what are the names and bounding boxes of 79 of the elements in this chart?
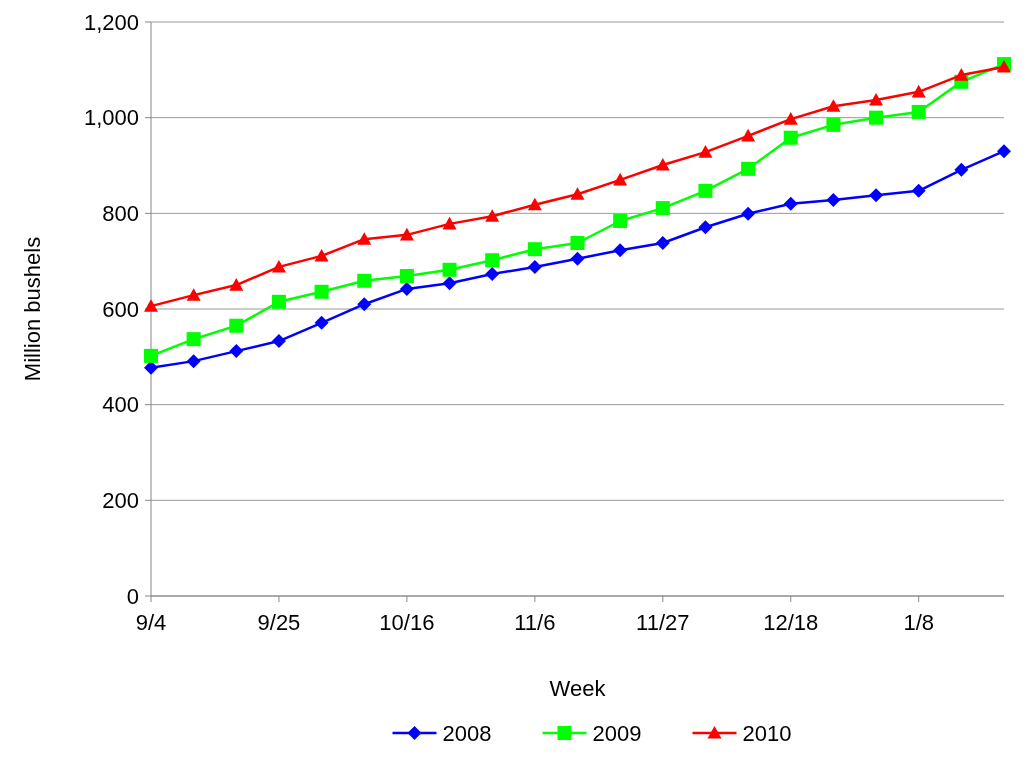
x-tick-label: 9/25: [257, 610, 301, 635]
point: [442, 276, 457, 291]
point: [954, 68, 969, 81]
point: [357, 273, 372, 288]
point: [229, 344, 244, 359]
point: [271, 294, 286, 309]
point: [655, 235, 670, 250]
y-tick-label: 200: [102, 488, 139, 514]
point: [229, 318, 244, 333]
point: [570, 235, 585, 250]
x-tick-label: 11/27: [636, 610, 690, 635]
point: [741, 128, 756, 142]
point: [570, 251, 585, 266]
point: [399, 269, 414, 283]
point: [911, 104, 926, 119]
point: [527, 259, 542, 274]
x-tick-label: 10/16: [379, 610, 435, 635]
point: [698, 220, 713, 235]
point: [613, 172, 628, 186]
point: [741, 161, 756, 176]
point: [186, 288, 201, 301]
point: [144, 348, 158, 363]
point: [314, 248, 329, 262]
point: [997, 144, 1011, 159]
point: [314, 315, 329, 330]
point: [186, 332, 201, 347]
point: [271, 259, 286, 273]
x-tick-label: 12/18: [763, 610, 819, 635]
point: [314, 284, 329, 299]
point: [655, 201, 670, 216]
point: [783, 196, 798, 211]
y-tick-label: 600: [102, 296, 139, 322]
point: [357, 297, 372, 312]
x-tick-label: 9/4: [135, 610, 167, 635]
x-axis-title: Week: [549, 676, 607, 701]
point: [783, 112, 798, 125]
point: [570, 187, 585, 200]
point: [869, 110, 884, 125]
point: [911, 84, 926, 98]
point: [698, 145, 713, 158]
y-tick-label: 400: [102, 392, 139, 418]
legend-label: 2010: [742, 720, 792, 746]
point: [869, 92, 884, 106]
point: [399, 281, 414, 296]
point: [144, 360, 158, 375]
y-axis-title: Million bushels: [20, 236, 45, 382]
point: [442, 262, 457, 277]
point: [186, 354, 201, 369]
legend-label: 2009: [592, 720, 642, 746]
legend-label: 2008: [442, 720, 492, 746]
point: [826, 117, 841, 132]
y-tick-label: 0: [126, 583, 139, 609]
point: [613, 213, 628, 228]
point: [271, 334, 286, 349]
point: [229, 278, 244, 291]
point: [485, 209, 500, 222]
point: [698, 183, 713, 198]
point: [741, 206, 756, 221]
point: [655, 158, 670, 171]
point: [911, 183, 926, 198]
point: [399, 227, 414, 241]
point: [485, 267, 500, 282]
point: [954, 162, 969, 177]
point: [442, 216, 457, 230]
point: [144, 299, 158, 312]
x-tick-label: 1/8: [903, 610, 934, 635]
point: [527, 197, 542, 211]
y-tick-label: 1,200: [83, 9, 139, 35]
point: [869, 188, 884, 203]
point: [826, 99, 841, 112]
y-tick-label: 1,000: [83, 105, 139, 131]
x-tick-label: 11/6: [514, 610, 556, 635]
point: [357, 232, 372, 245]
y-tick-label: 800: [102, 201, 139, 227]
point: [613, 243, 628, 258]
point: [783, 130, 798, 145]
point: [826, 192, 841, 207]
point: [485, 253, 500, 268]
point: [527, 242, 542, 257]
